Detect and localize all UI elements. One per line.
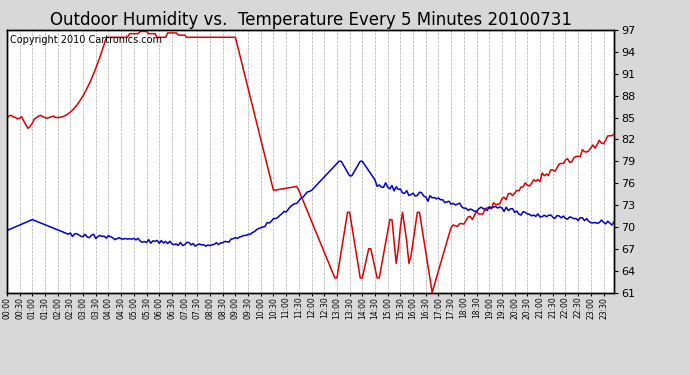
Text: Outdoor Humidity vs.  Temperature Every 5 Minutes 20100731: Outdoor Humidity vs. Temperature Every 5… xyxy=(50,11,571,29)
Text: Copyright 2010 Cartronics.com: Copyright 2010 Cartronics.com xyxy=(10,35,162,45)
